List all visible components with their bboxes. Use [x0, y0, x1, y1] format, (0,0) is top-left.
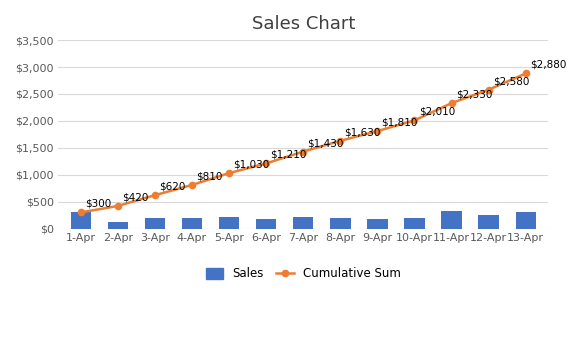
Cumulative Sum: [448, 101, 455, 105]
Line: Cumulative Sum: Cumulative Sum: [78, 70, 529, 216]
Text: $2,880: $2,880: [530, 60, 566, 70]
Text: $420: $420: [122, 192, 148, 202]
Bar: [515, 212, 536, 228]
Bar: [404, 218, 424, 228]
Text: $1,430: $1,430: [307, 138, 344, 148]
Cumulative Sum: [263, 161, 270, 165]
Cumulative Sum: [411, 118, 418, 122]
Cumulative Sum: [114, 204, 121, 208]
Text: $2,330: $2,330: [456, 90, 492, 100]
Cumulative Sum: [226, 171, 233, 175]
Bar: [330, 218, 350, 228]
Bar: [479, 215, 499, 228]
Text: $620: $620: [159, 182, 185, 192]
Bar: [367, 219, 388, 228]
Legend: Sales, Cumulative Sum: Sales, Cumulative Sum: [201, 263, 406, 285]
Text: $1,210: $1,210: [271, 150, 307, 160]
Cumulative Sum: [188, 183, 195, 187]
Bar: [145, 218, 165, 228]
Text: $810: $810: [196, 171, 223, 182]
Cumulative Sum: [485, 88, 492, 92]
Bar: [108, 222, 128, 228]
Bar: [441, 211, 462, 228]
Cumulative Sum: [77, 210, 84, 214]
Text: $1,810: $1,810: [382, 118, 418, 127]
Text: $2,580: $2,580: [493, 76, 529, 86]
Cumulative Sum: [374, 129, 381, 133]
Cumulative Sum: [152, 193, 159, 197]
Text: $2,010: $2,010: [419, 107, 455, 117]
Bar: [256, 219, 276, 228]
Bar: [219, 217, 239, 228]
Text: $300: $300: [85, 199, 111, 209]
Bar: [293, 217, 314, 228]
Text: $1,030: $1,030: [233, 160, 269, 170]
Bar: [71, 212, 91, 228]
Title: Sales Chart: Sales Chart: [251, 15, 355, 33]
Cumulative Sum: [337, 139, 344, 143]
Cumulative Sum: [300, 149, 307, 153]
Bar: [182, 218, 202, 228]
Text: $1,630: $1,630: [345, 127, 381, 137]
Cumulative Sum: [522, 71, 529, 75]
